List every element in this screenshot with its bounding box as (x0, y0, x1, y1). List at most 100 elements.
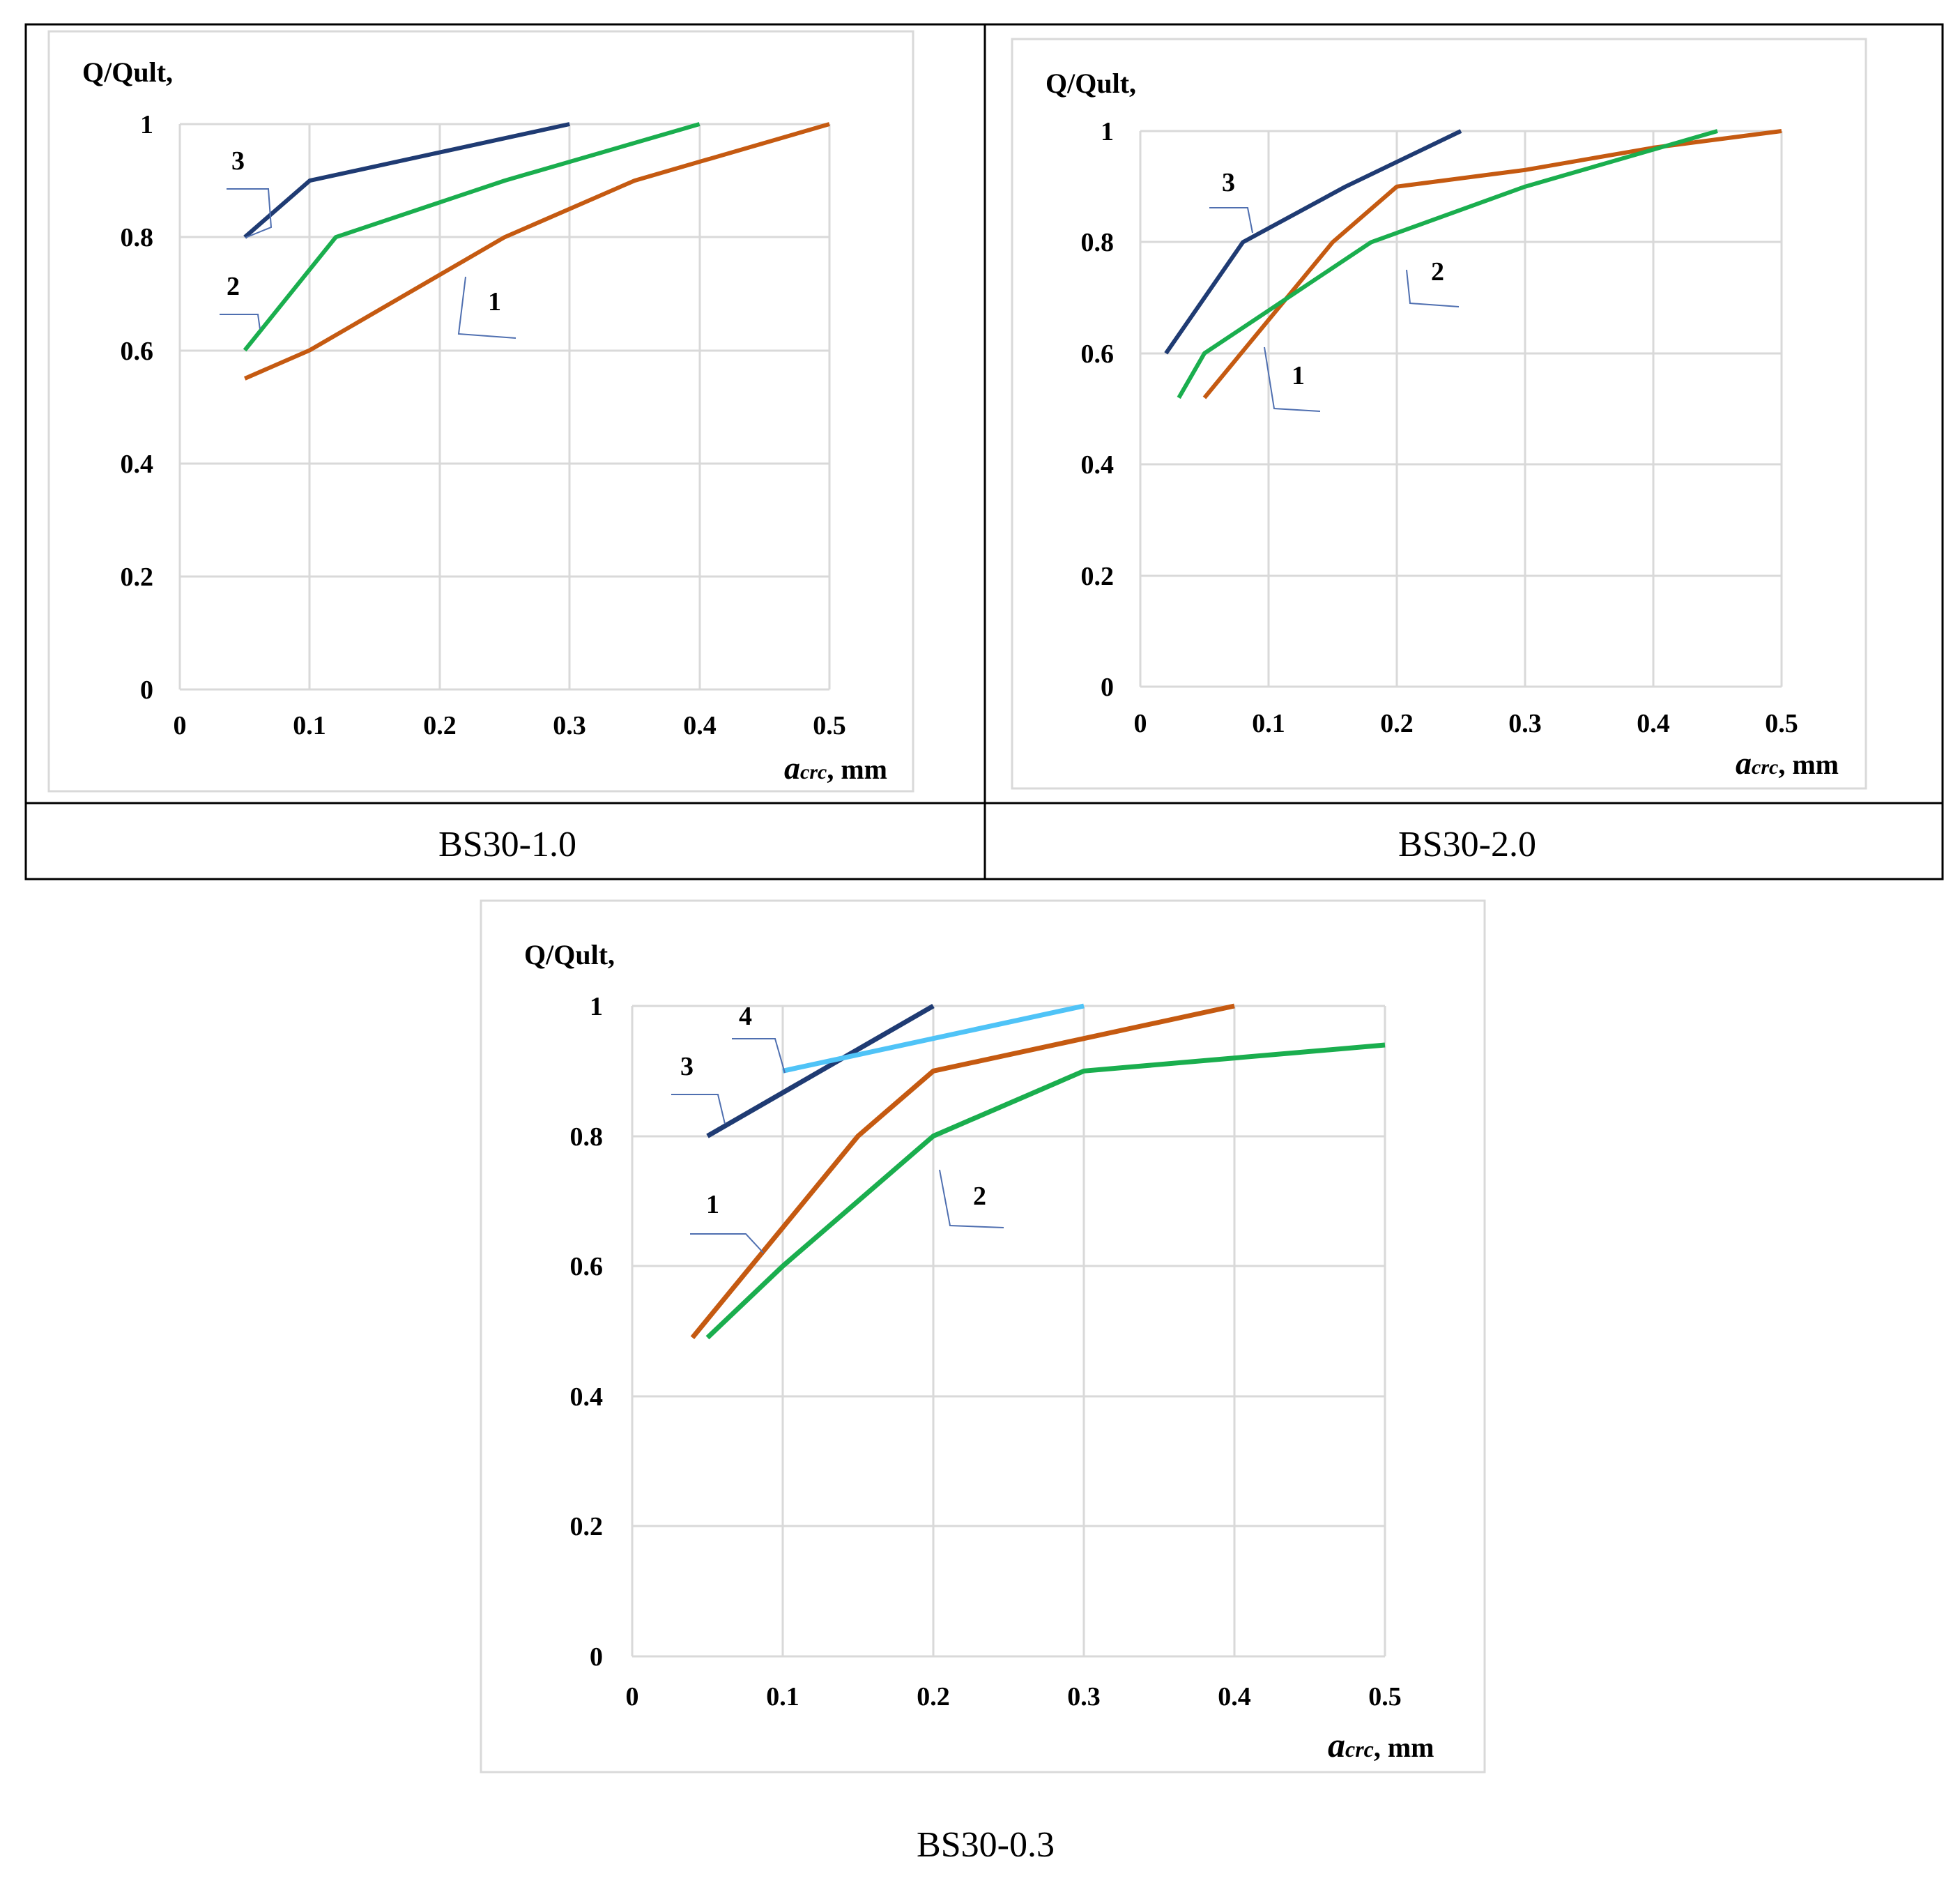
y-tick-label: 0.4 (570, 1382, 604, 1412)
y-tick-label: 0.8 (121, 223, 154, 252)
y-tick-label: 0.6 (121, 337, 154, 366)
series-number-label: 1 (488, 287, 501, 316)
x-tick-labels: 0 0.1 0.2 0.3 0.4 0.5 (174, 711, 846, 740)
chart-area-border (480, 899, 1486, 1773)
series-label-leader (939, 1169, 1004, 1228)
y-axis-title: Q/Qult, (82, 56, 173, 88)
x-axis-symbol: a (784, 750, 800, 786)
y-tick-label: 1 (590, 992, 603, 1021)
x-tick-label: 0 (174, 711, 187, 740)
series-label-leader (690, 1233, 764, 1253)
x-axis-unit: , mm (827, 754, 887, 785)
x-tick-label: 0.5 (1765, 709, 1798, 738)
series-number-label: 2 (227, 272, 240, 301)
series-line-3 (243, 122, 570, 239)
panel-table (24, 23, 1944, 880)
y-tick-label: 1 (1101, 117, 1114, 146)
series-line-4 (782, 1003, 1085, 1074)
y-tick-label: 0.4 (1081, 450, 1115, 480)
series-number-labels: 3 2 1 (220, 146, 516, 339)
series-number-labels: 3 2 1 (1209, 168, 1460, 412)
y-tick-label: 0.4 (121, 450, 154, 479)
gridlines (631, 1005, 1386, 1658)
series-label-leader (220, 314, 261, 330)
series-number-labels: 4 3 2 1 (671, 1002, 1004, 1253)
x-tick-label: 0 (626, 1682, 639, 1711)
series-number-label: 1 (706, 1190, 719, 1219)
series-lines (243, 122, 830, 381)
y-tick-labels: 0 0.2 0.4 0.6 0.8 1 (121, 110, 154, 705)
x-tick-label: 0.2 (423, 711, 457, 740)
x-tick-labels: 0 0.1 0.2 0.3 0.4 0.5 (1134, 709, 1798, 738)
y-tick-label: 0 (1101, 673, 1114, 702)
x-tick-label: 0.5 (813, 711, 846, 740)
x-axis-title: acrc, mm (1736, 745, 1839, 781)
series-label-leader (227, 188, 273, 238)
x-axis-unit: , mm (1374, 1732, 1434, 1763)
y-tick-label: 1 (140, 110, 153, 139)
series-line-2 (1177, 129, 1718, 399)
x-tick-label: 0.4 (683, 711, 717, 740)
series-number-label: 2 (1431, 257, 1444, 287)
y-axis-title: Q/Qult, (1046, 68, 1136, 99)
y-tick-label: 0.2 (570, 1512, 604, 1541)
x-tick-labels: 0 0.1 0.2 0.3 0.4 0.5 (626, 1682, 1402, 1711)
x-axis-subscript: crc (1752, 756, 1778, 779)
y-tick-labels: 0 0.2 0.4 0.6 0.8 1 (570, 992, 604, 1672)
series-number-label: 3 (1222, 168, 1235, 197)
x-axis-title: acrc, mm (784, 750, 887, 786)
series-number-label: 3 (680, 1052, 694, 1081)
series-line-3 (1164, 129, 1462, 355)
series-label-leader (1264, 346, 1321, 412)
series-line-3 (706, 1003, 935, 1138)
series-number-label: 1 (1292, 361, 1305, 390)
series-lines (1164, 129, 1782, 399)
x-axis-title: acrc, mm (1328, 1725, 1434, 1764)
series-number-label: 2 (973, 1182, 986, 1211)
series-label-leader (1209, 207, 1253, 234)
y-tick-labels: 0 0.2 0.4 0.6 0.8 1 (1081, 117, 1115, 702)
series-number-label: 3 (231, 146, 245, 176)
x-tick-label: 0.1 (1252, 709, 1285, 738)
y-tick-label: 0.2 (121, 563, 154, 592)
y-axis-title: Q/Qult, (524, 939, 615, 970)
x-tick-label: 0.1 (293, 711, 326, 740)
y-tick-label: 0.8 (1081, 228, 1115, 257)
x-tick-label: 0.5 (1368, 1682, 1402, 1711)
chart-bs30-0.3: 0 0.2 0.4 0.6 0.8 1 0 0.1 0.2 0.3 0.4 0.… (480, 899, 1486, 1773)
y-tick-label: 0.8 (570, 1122, 604, 1152)
chart-area-border (1011, 38, 1867, 790)
x-tick-label: 0.1 (766, 1682, 799, 1711)
y-tick-label: 0.2 (1081, 562, 1115, 591)
chart-bs30-1.0: 0 0.2 0.4 0.6 0.8 1 0 0.1 0.2 0.3 0.4 0.… (47, 30, 914, 793)
y-tick-label: 0 (590, 1642, 603, 1672)
series-line-1 (690, 1003, 1235, 1340)
series-lines (690, 1003, 1386, 1340)
series-label-leader (671, 1094, 726, 1124)
x-tick-label: 0.3 (1067, 1682, 1101, 1711)
chart-caption-bs30-1.0: BS30-1.0 (438, 825, 576, 864)
x-axis-symbol: a (1328, 1725, 1345, 1764)
chart-caption-bs30-2.0: BS30-2.0 (1398, 825, 1536, 864)
series-label-leader (732, 1038, 786, 1074)
chart-caption-bs30-0.3: BS30-0.3 (917, 1825, 1055, 1865)
series-label-leader (457, 276, 516, 339)
series-label-leader (1406, 269, 1460, 307)
x-tick-label: 0.3 (1508, 709, 1542, 738)
y-tick-label: 0 (140, 676, 153, 705)
series-line-1 (244, 122, 830, 381)
x-tick-label: 0 (1134, 709, 1147, 738)
y-tick-label: 0.6 (1081, 340, 1115, 369)
chart-area-border (47, 30, 914, 793)
x-tick-label: 0.3 (553, 711, 586, 740)
x-axis-subscript: crc (800, 761, 827, 784)
chart-bs30-2.0: 0 0.2 0.4 0.6 0.8 1 0 0.1 0.2 0.3 0.4 0.… (1011, 38, 1867, 790)
x-tick-label: 0.4 (1637, 709, 1670, 738)
x-tick-label: 0.2 (917, 1682, 950, 1711)
series-line-2 (243, 122, 700, 352)
x-tick-label: 0.4 (1218, 1682, 1251, 1711)
series-number-label: 4 (739, 1002, 752, 1031)
gridlines (178, 123, 831, 691)
x-axis-unit: , mm (1778, 749, 1839, 780)
